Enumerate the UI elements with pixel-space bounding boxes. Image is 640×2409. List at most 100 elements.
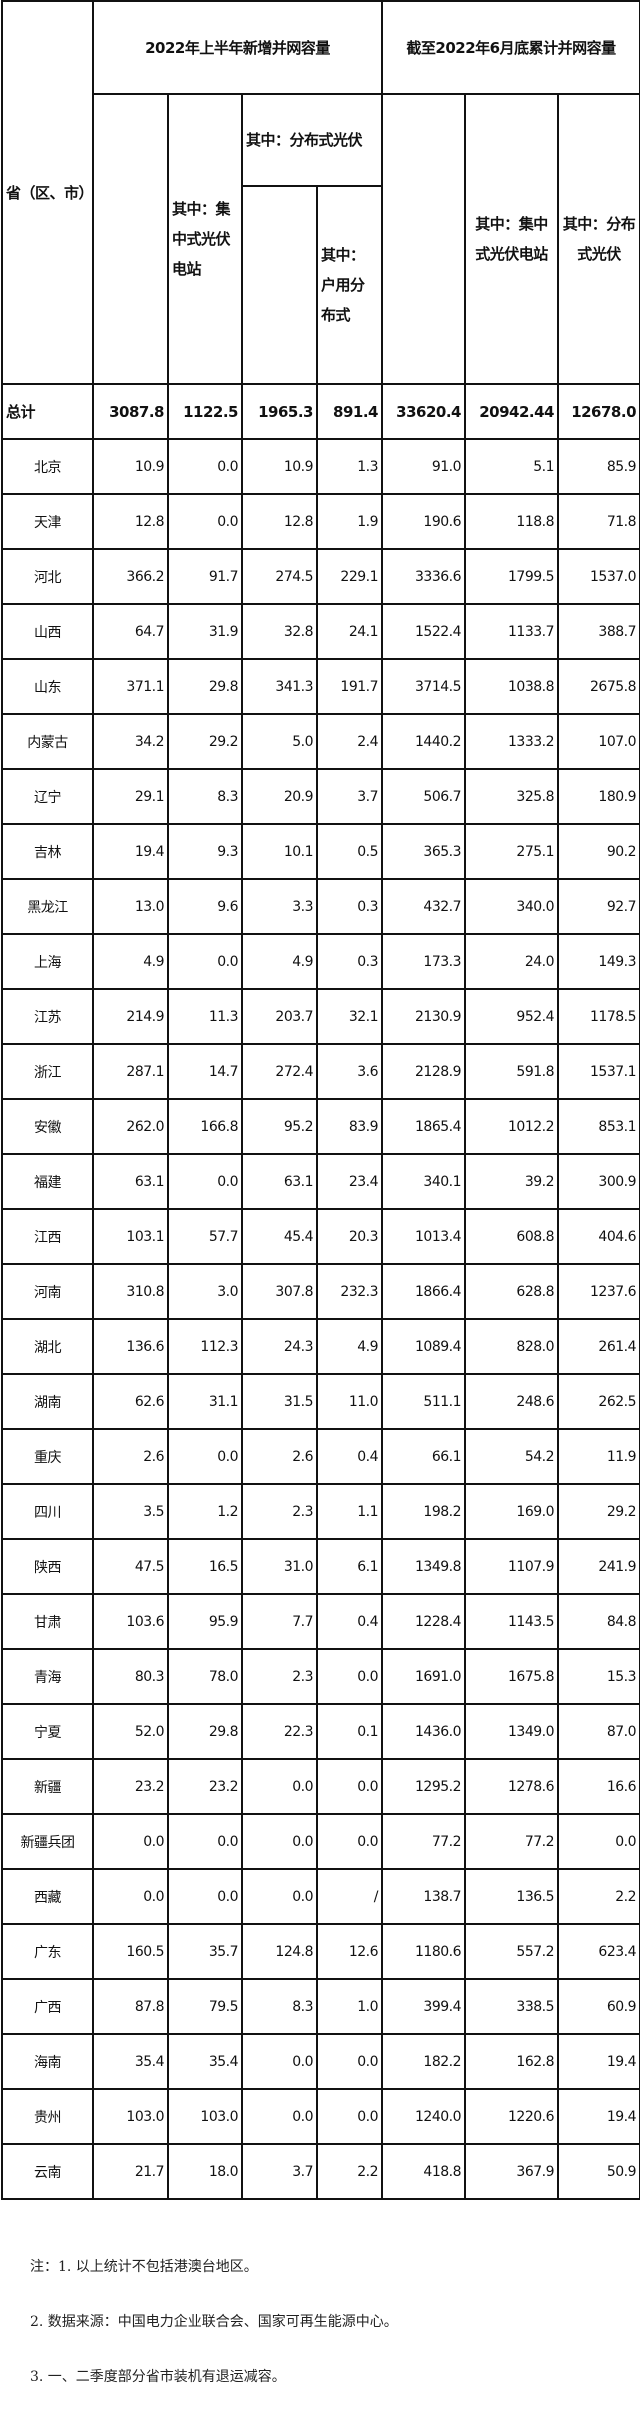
table-row: 浙江 287.1 14.7 272.4 3.6 2128.9 591.8 1537.1 (1, 1043, 640, 1100)
province-cell: 湖南 (1, 1373, 94, 1430)
table-row: 河北 366.2 91.7 274.5 229.1 3336.6 1799.5 1537.0 (1, 548, 640, 605)
province-cell: 甘肃 (1, 1593, 94, 1650)
province-cell: 贵州 (1, 2088, 94, 2145)
value-cell: 7.7 (241, 1593, 318, 1650)
value-cell: 1.0 (316, 1978, 383, 2035)
value-cell: 591.8 (464, 1043, 559, 1100)
value-cell: 4.9 (241, 933, 318, 990)
value-cell: 0.0 (167, 933, 243, 990)
value-cell: 0.0 (316, 2088, 383, 2145)
value-cell: 399.4 (381, 1978, 466, 2035)
header-cum-centralized: 其中：集中式光伏电站 (464, 93, 559, 385)
value-cell: 91.0 (381, 438, 466, 495)
value-cell: 340.1 (381, 1153, 466, 1210)
value-cell: 103.6 (92, 1593, 169, 1650)
province-cell: 吉林 (1, 823, 94, 880)
value-cell: 214.9 (92, 988, 169, 1045)
value-cell: 0.0 (167, 1813, 243, 1870)
province-cell: 辽宁 (1, 768, 94, 825)
value-cell: 1.9 (316, 493, 383, 550)
value-cell: 0.0 (241, 1758, 318, 1815)
value-cell: 272.4 (241, 1043, 318, 1100)
value-cell: 11.9 (556, 1428, 640, 1485)
value-cell: 54.2 (464, 1428, 559, 1485)
table-row: 云南 21.7 18.0 3.7 2.2 418.8 367.9 50.9 (1, 2143, 640, 2200)
value-cell: 32.8 (241, 603, 318, 660)
value-cell: 1178.5 (556, 988, 640, 1045)
value-cell: 12.8 (92, 493, 169, 550)
value-cell: 79.5 (167, 1978, 243, 2035)
table-row: 重庆 2.6 0.0 2.6 0.4 66.1 54.2 11.9 (1, 1428, 640, 1485)
header-province: 省（区、市） (1, 0, 94, 385)
value-cell: 0.3 (316, 933, 383, 990)
value-cell: 87.0 (556, 1703, 640, 1760)
value-cell: 32.1 (316, 988, 383, 1045)
value-cell: 31.0 (241, 1538, 318, 1595)
value-cell: 9.3 (167, 823, 243, 880)
value-cell: 190.6 (381, 493, 466, 550)
value-cell: 169.0 (464, 1483, 559, 1540)
value-cell: 623.4 (556, 1923, 640, 1980)
value-cell: 366.2 (92, 548, 169, 605)
value-cell: 1038.8 (464, 658, 559, 715)
value-cell: 628.8 (464, 1263, 559, 1320)
value-cell: 77.2 (381, 1813, 466, 1870)
table-row: 北京 10.9 0.0 10.9 1.3 91.0 5.1 85.9 (1, 438, 640, 495)
value-cell: 1.2 (167, 1483, 243, 1540)
value-cell: 20942.44 (464, 383, 559, 440)
value-cell: 77.2 (464, 1813, 559, 1870)
value-cell: 19.4 (556, 2033, 640, 2090)
value-cell: 1537.1 (556, 1043, 640, 1100)
value-cell: 31.5 (241, 1373, 318, 1430)
value-cell: 340.0 (464, 878, 559, 935)
value-cell: 20.9 (241, 768, 318, 825)
value-cell: 191.7 (316, 658, 383, 715)
province-cell: 内蒙古 (1, 713, 94, 770)
header-cum-total (381, 93, 466, 385)
value-cell: 136.5 (464, 1868, 559, 1925)
value-cell: 11.0 (316, 1373, 383, 1430)
province-cell: 青海 (1, 1648, 94, 1705)
value-cell: 0.0 (167, 1428, 243, 1485)
value-cell: 3.5 (92, 1483, 169, 1540)
table-row: 广西 87.8 79.5 8.3 1.0 399.4 338.5 60.9 (1, 1978, 640, 2035)
value-cell: 203.7 (241, 988, 318, 1045)
table-row: 湖南 62.6 31.1 31.5 11.0 511.1 248.6 262.5 (1, 1373, 640, 1430)
value-cell: 1965.3 (241, 383, 318, 440)
value-cell: 262.5 (556, 1373, 640, 1430)
header-group-cumulative: 截至2022年6月底累计并网容量 (380, 0, 640, 95)
value-cell: 388.7 (556, 603, 640, 660)
value-cell: 300.9 (556, 1153, 640, 1210)
value-cell: 13.0 (92, 878, 169, 935)
province-cell: 宁夏 (1, 1703, 94, 1760)
value-cell: 103.0 (167, 2088, 243, 2145)
value-cell: 3714.5 (381, 658, 466, 715)
value-cell: 39.2 (464, 1153, 559, 1210)
value-cell: 35.4 (167, 2033, 243, 2090)
value-cell: 0.0 (92, 1813, 169, 1870)
value-cell: 112.3 (167, 1318, 243, 1375)
value-cell: 1133.7 (464, 603, 559, 660)
value-cell: 1691.0 (381, 1648, 466, 1705)
table-row: 四川 3.5 1.2 2.3 1.1 198.2 169.0 29.2 (1, 1483, 640, 1540)
value-cell: 103.0 (92, 2088, 169, 2145)
value-cell: 198.2 (381, 1483, 466, 1540)
value-cell: 2.6 (92, 1428, 169, 1485)
value-cell: 91.7 (167, 548, 243, 605)
value-cell: 15.3 (556, 1648, 640, 1705)
value-cell: 511.1 (381, 1373, 466, 1430)
value-cell: 29.2 (167, 713, 243, 770)
table-row: 新疆兵团 0.0 0.0 0.0 0.0 77.2 77.2 0.0 (1, 1813, 640, 1870)
value-cell: 1295.2 (381, 1758, 466, 1815)
header-new-centralized: 其中：集中式光伏电站 (167, 93, 243, 385)
province-cell: 天津 (1, 493, 94, 550)
province-cell: 新疆 (1, 1758, 94, 1815)
province-cell: 海南 (1, 2033, 94, 2090)
value-cell: 2.3 (241, 1483, 318, 1540)
value-cell: 1180.6 (381, 1923, 466, 1980)
value-cell: 52.0 (92, 1703, 169, 1760)
value-cell: 1107.9 (464, 1538, 559, 1595)
value-cell: 0.5 (316, 823, 383, 880)
value-cell: 78.0 (167, 1648, 243, 1705)
value-cell: 162.8 (464, 2033, 559, 2090)
